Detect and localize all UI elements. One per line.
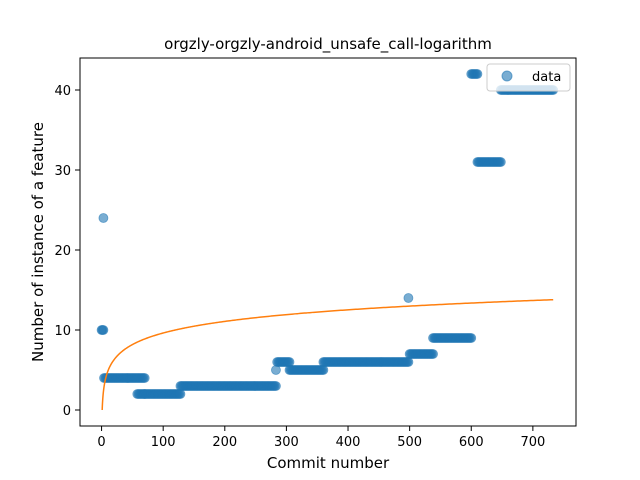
data-point [98,213,109,223]
y-tick-label: 20 [54,244,71,259]
x-tick-label: 700 [520,435,545,450]
x-tick-label: 400 [336,435,361,450]
x-tick-label: 600 [459,435,484,450]
axis-ticks: 0 100 200 300 400 500 600 700 0 10 20 30 40 [54,84,545,450]
x-tick-label: 0 [97,435,105,450]
axes-frame [79,57,577,427]
legend: data [486,63,571,92]
data-point [139,373,150,383]
x-tick-label: 300 [274,435,299,450]
fit-line [101,298,554,410]
legend-marker-data [501,70,513,82]
x-tick-label: 500 [397,435,422,450]
data-point [466,333,477,343]
x-tick-label: 200 [212,435,237,450]
data-point [271,381,281,391]
y-tick-label: 30 [54,164,71,179]
y-tick-label: 40 [54,84,71,99]
x-tick-label: 100 [151,435,176,450]
chart-title: orgzly-orgzly-android_unsafe_call-logari… [164,35,492,54]
x-axis-label: Commit number [267,454,390,472]
data-point [495,157,506,167]
y-axis-label: Number of instance of a feature [29,122,47,362]
y-tick-label: 0 [63,404,71,419]
data-point [98,325,109,335]
y-tick-label: 10 [54,324,71,339]
data-point [403,293,414,303]
data-point [472,69,483,79]
legend-label-data: data [532,70,561,85]
data-point [428,349,438,359]
